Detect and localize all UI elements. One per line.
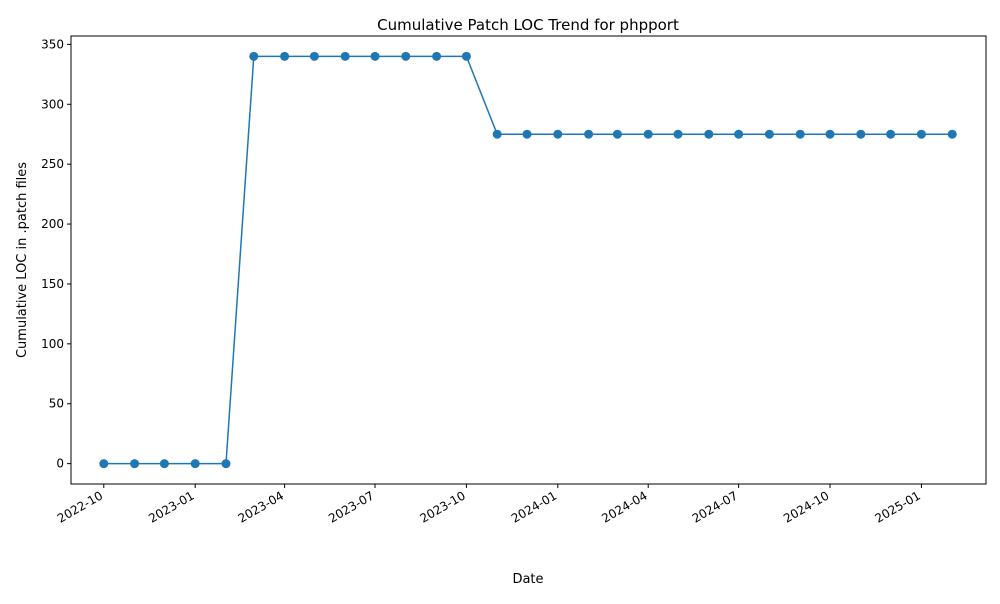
x-tick-label: 2024-07 xyxy=(690,488,740,525)
data-point xyxy=(704,129,714,139)
data-point xyxy=(553,129,563,139)
data-point xyxy=(370,51,380,61)
data-point xyxy=(492,129,502,139)
data-point xyxy=(340,51,350,61)
y-tick-label: 350 xyxy=(41,37,64,51)
data-point xyxy=(947,129,957,139)
plot-area xyxy=(99,51,957,469)
chart-title: Cumulative Patch LOC Trend for phpport xyxy=(377,16,679,34)
x-tick-label: 2023-01 xyxy=(146,488,196,525)
x-tick-label: 2024-01 xyxy=(509,488,559,525)
y-tick-label: 50 xyxy=(49,397,64,411)
data-point xyxy=(159,459,169,469)
data-point xyxy=(673,129,683,139)
data-point xyxy=(249,51,259,61)
y-tick-label: 200 xyxy=(41,217,64,231)
data-point xyxy=(584,129,594,139)
data-point xyxy=(221,459,231,469)
data-point xyxy=(461,51,471,61)
x-axis: 2022-10 2023-01 2023-04 2023-07 2023-10 2024-… xyxy=(55,484,923,526)
y-axis: 0 50 100 150 200 250 300 350 xyxy=(41,37,71,471)
y-tick-label: 300 xyxy=(41,97,64,111)
x-tick-label: 2023-10 xyxy=(417,488,467,525)
data-point xyxy=(734,129,744,139)
data-point xyxy=(130,459,140,469)
y-tick-label: 100 xyxy=(41,337,64,351)
x-tick-label: 2023-04 xyxy=(236,488,286,525)
x-tick-label: 2022-10 xyxy=(55,488,105,525)
data-point xyxy=(612,129,622,139)
data-point xyxy=(764,129,774,139)
data-point xyxy=(916,129,926,139)
data-point xyxy=(401,51,411,61)
data-point xyxy=(280,51,290,61)
y-tick-label: 250 xyxy=(41,157,64,171)
data-point xyxy=(886,129,896,139)
axes-frame xyxy=(70,35,987,485)
y-tick-label: 150 xyxy=(41,277,64,291)
data-point xyxy=(309,51,319,61)
data-point xyxy=(825,129,835,139)
x-tick-label: 2023-07 xyxy=(326,488,376,525)
y-tick-label: 0 xyxy=(56,457,64,471)
data-point xyxy=(643,129,653,139)
data-point xyxy=(190,459,200,469)
x-tick-label: 2024-04 xyxy=(599,488,649,525)
x-tick-label: 2024-10 xyxy=(781,488,831,525)
data-point xyxy=(795,129,805,139)
data-point xyxy=(856,129,866,139)
data-point xyxy=(522,129,532,139)
x-axis-label: Date xyxy=(512,572,543,587)
data-point xyxy=(99,459,109,469)
series-line xyxy=(103,55,953,465)
y-axis-label: Cumulative LOC in .patch files xyxy=(15,162,30,358)
data-point xyxy=(432,51,442,61)
x-tick-label: 2025-01 xyxy=(873,488,923,525)
